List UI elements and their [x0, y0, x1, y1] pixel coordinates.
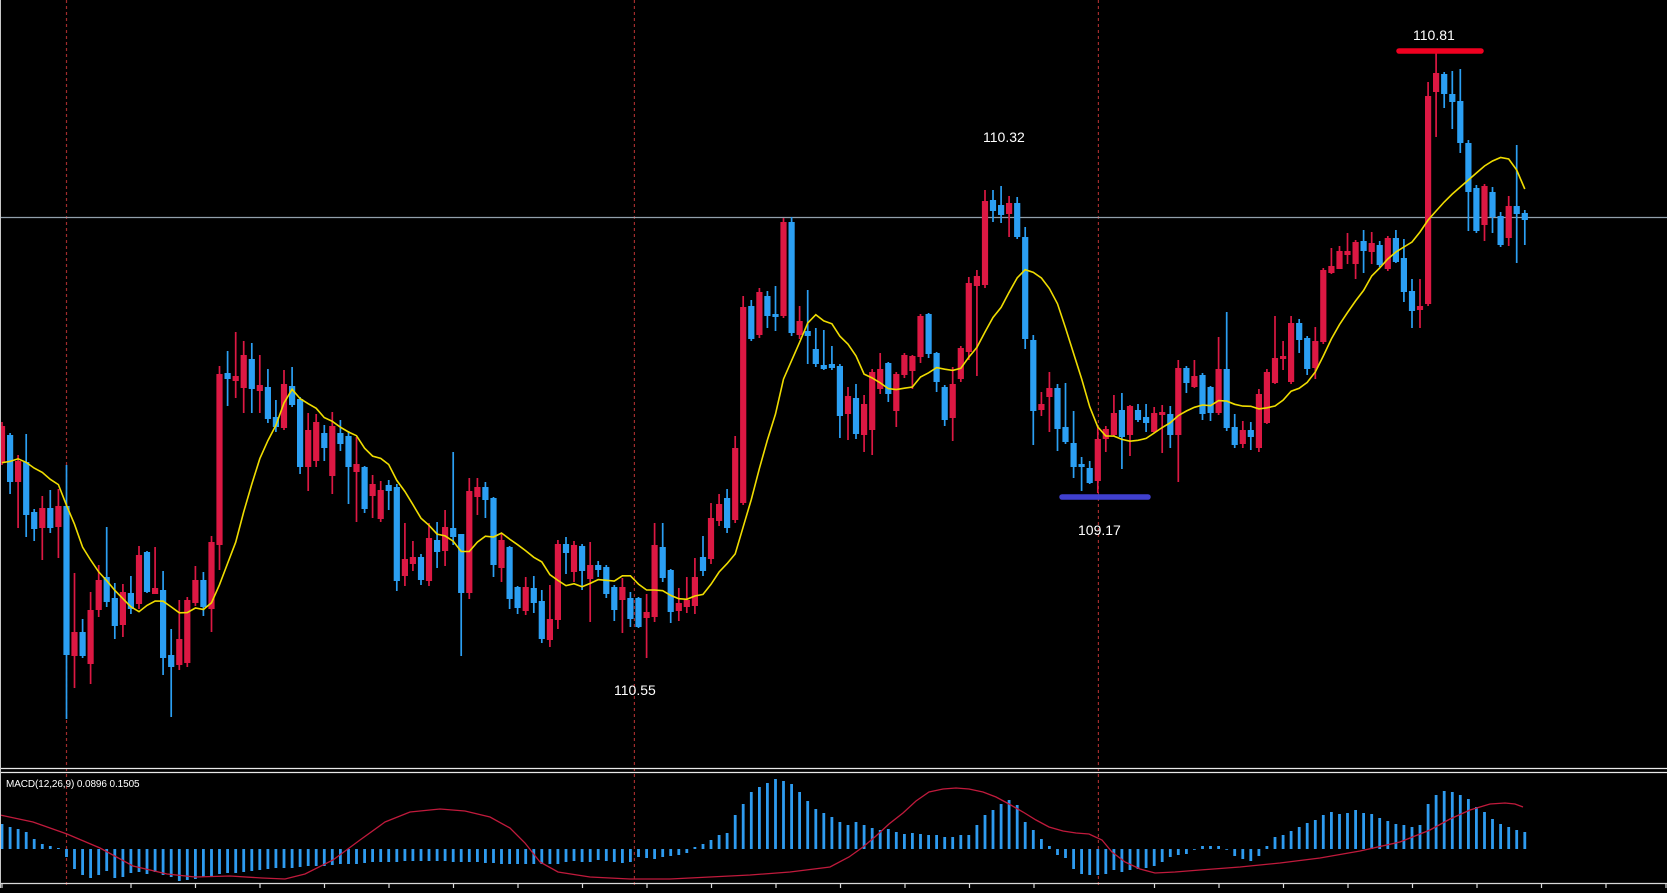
svg-text:110.55: 110.55: [614, 682, 656, 698]
svg-text:110.32: 110.32: [983, 129, 1025, 145]
svg-text:110.81: 110.81: [1413, 27, 1455, 43]
svg-text:109.17: 109.17: [1078, 522, 1121, 538]
svg-text:MACD(12,26,9) 0.0896 0.1505: MACD(12,26,9) 0.0896 0.1505: [6, 779, 140, 790]
